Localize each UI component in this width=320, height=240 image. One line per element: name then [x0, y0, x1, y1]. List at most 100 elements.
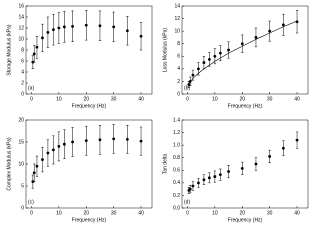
y-tick-label: 10: [174, 28, 180, 34]
data-point: [41, 36, 44, 40]
data-point: [197, 67, 200, 71]
data-point: [32, 52, 36, 56]
y-tick-label: 2: [177, 79, 180, 85]
data-point: [218, 173, 222, 177]
data-point: [139, 139, 143, 143]
x-tick-label: 30: [111, 96, 117, 102]
x-axis-label: Frequency (Hz): [228, 103, 263, 109]
y-tick-label: 0.2: [173, 193, 180, 199]
y-tick-label: 14: [18, 14, 24, 20]
data-point: [62, 142, 66, 146]
x-tick-label: 0: [30, 210, 33, 216]
data-point: [207, 58, 211, 61]
y-axis-label: Tan delta: [162, 154, 168, 175]
data-point: [268, 29, 272, 33]
data-point: [227, 48, 230, 52]
y-tick-label: 0: [21, 91, 24, 97]
data-point: [125, 137, 129, 141]
data-point: [62, 25, 66, 29]
data-point: [57, 26, 61, 30]
y-tick-label: 8: [21, 47, 24, 53]
y-tick-label: 8: [177, 41, 180, 47]
data-point: [98, 24, 102, 28]
plot-frame: [25, 119, 153, 209]
y-tick-label: 10: [18, 36, 24, 42]
y-tick-label: 12: [18, 25, 24, 31]
data-point: [213, 175, 217, 178]
y-axis-label: Complex Modulus (kPa): [6, 137, 12, 191]
x-tick-label: 10: [212, 210, 218, 216]
x-tick-label: 40: [294, 210, 300, 216]
y-tick-label: 0.0: [173, 205, 180, 211]
data-point: [112, 25, 116, 29]
panel-label: (a): [28, 85, 34, 91]
x-tick-label: 40: [294, 96, 300, 102]
data-point: [207, 176, 211, 180]
y-tick-label: 1.0: [173, 142, 180, 148]
x-tick-label: 40: [138, 96, 144, 102]
x-tick-label: 10: [56, 210, 62, 216]
y-tick-label: 20: [18, 117, 24, 123]
data-point: [218, 51, 222, 55]
y-tick-label: 12: [174, 16, 180, 22]
data-point: [188, 187, 192, 191]
plot-frame: [181, 5, 309, 95]
panel-label: (b): [184, 85, 190, 91]
y-axis-label: Storage Modulus (kPa): [6, 24, 12, 75]
x-tick-label: 30: [111, 210, 117, 216]
x-tick-label: 20: [83, 210, 89, 216]
y-tick-label: 1.4: [173, 117, 180, 123]
data-point: [197, 181, 200, 185]
plot-frame: [181, 119, 309, 209]
x-tick-label: 30: [267, 96, 273, 102]
x-tick-label: 0: [186, 96, 189, 102]
y-axis-label: Loss Modulus (kPa): [162, 28, 168, 73]
data-point: [281, 146, 285, 150]
x-axis-label: Frequency (Hz): [72, 103, 107, 109]
x-tick-label: 20: [83, 96, 89, 102]
y-tick-label: 0.6: [173, 168, 180, 174]
data-point: [98, 138, 102, 142]
data-point: [31, 180, 35, 184]
data-point: [41, 158, 44, 162]
data-point: [295, 20, 299, 24]
data-point: [268, 155, 272, 158]
data-point: [191, 73, 195, 77]
data-point: [35, 45, 39, 49]
y-tick-label: 6: [177, 54, 180, 60]
data-point: [227, 170, 230, 173]
x-tick-label: 20: [239, 96, 245, 102]
y-tick-label: 0.4: [173, 180, 180, 186]
y-tick-label: 4: [21, 69, 24, 75]
data-point: [254, 36, 258, 39]
data-point: [51, 28, 55, 32]
data-point: [57, 145, 61, 148]
x-tick-label: 40: [138, 210, 144, 216]
y-tick-label: 14: [174, 3, 180, 9]
y-tick-label: 0: [177, 91, 180, 97]
y-tick-label: 16: [18, 3, 24, 9]
data-point: [32, 171, 36, 175]
data-point: [84, 139, 88, 143]
x-tick-label: 20: [239, 210, 245, 216]
panel-label: (c): [28, 199, 34, 205]
data-point: [46, 31, 50, 34]
data-point: [125, 29, 129, 33]
x-tick-label: 10: [56, 96, 62, 102]
fit-line: [188, 20, 298, 85]
y-tick-label: 0.8: [173, 155, 180, 161]
data-point: [46, 151, 50, 155]
y-tick-label: 0: [21, 205, 24, 211]
x-axis-label: Frequency (Hz): [72, 217, 107, 223]
data-point: [191, 184, 195, 188]
data-point: [281, 23, 285, 27]
data-point: [35, 164, 39, 168]
y-tick-label: 2: [21, 80, 24, 86]
data-point: [51, 148, 55, 152]
y-tick-label: 15: [18, 139, 24, 145]
data-point: [213, 54, 217, 58]
x-tick-label: 30: [267, 210, 273, 216]
y-tick-label: 6: [21, 58, 24, 64]
data-point: [139, 34, 143, 38]
data-point: [31, 60, 35, 64]
